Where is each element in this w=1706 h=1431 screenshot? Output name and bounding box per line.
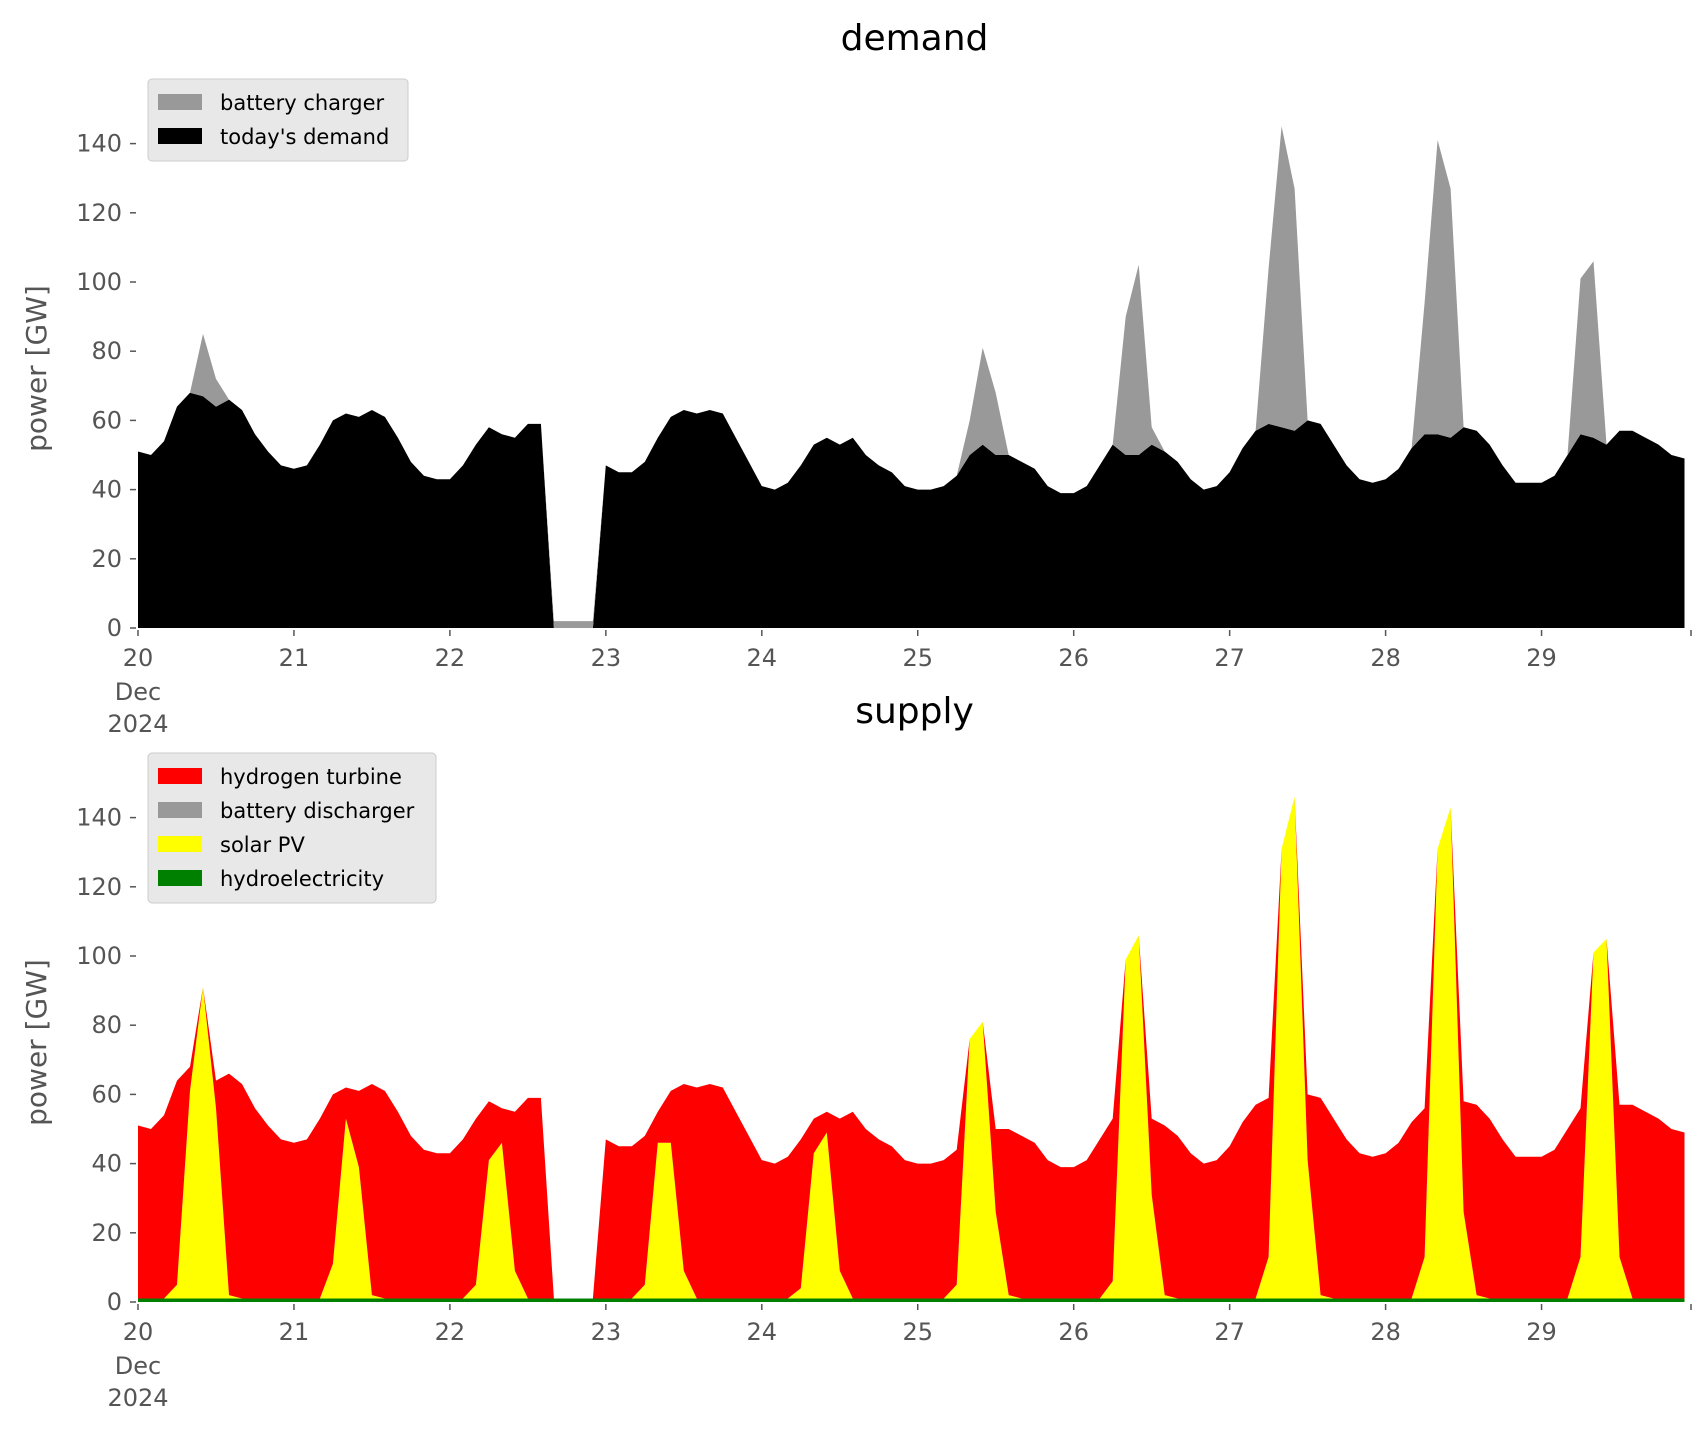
x-tick-label: 24	[747, 644, 778, 672]
x-tick-label: 29	[1526, 644, 1557, 672]
legend-label-battery-charger: battery charger	[220, 91, 385, 115]
y-tick-label: 20	[91, 545, 122, 573]
y-ticks: 0 20 40 60 80 100 120 140	[76, 130, 136, 642]
legend-swatch-battery-discharger	[158, 802, 202, 818]
x-tick-label: 26	[1058, 1318, 1089, 1346]
y-tick-label: 60	[91, 1080, 122, 1108]
x-tick-label: 27	[1214, 1318, 1245, 1346]
x-tick-label: 27	[1214, 644, 1245, 672]
x-tick-label-extra: 2024	[107, 710, 168, 738]
series-area-hydrogen-turbine	[138, 796, 1685, 1299]
y-tick-label: 20	[91, 1219, 122, 1247]
y-tick-label: 100	[76, 942, 122, 970]
series-area-hydroelectricity	[138, 1298, 1685, 1302]
y-tick-label: 0	[107, 614, 122, 642]
areas	[138, 796, 1685, 1302]
series-area-today-s-demand	[138, 392, 1685, 628]
legend-label-today-s-demand: today's demand	[220, 125, 389, 149]
x-ticks: 20 Dec 2024 21 22 23 24 25 26 27 28 29	[107, 630, 1692, 738]
x-tick-label: 22	[435, 1318, 466, 1346]
x-tick-label: 21	[279, 1318, 310, 1346]
series-area-solar-pv	[138, 796, 1685, 1299]
y-tick-label: 40	[91, 1150, 122, 1178]
legend-swatch-battery-charger	[158, 94, 202, 110]
y-tick-label: 140	[76, 804, 122, 832]
x-tick-label: 21	[279, 644, 310, 672]
y-tick-label: 60	[91, 406, 122, 434]
y-tick-label: 80	[91, 1011, 122, 1039]
x-tick-label: 25	[902, 644, 933, 672]
legend-swatch-today-s-demand	[158, 128, 202, 144]
x-tick-label: 20	[123, 1318, 154, 1346]
legend-label-hydroelectricity: hydroelectricity	[220, 867, 384, 891]
legend-frame	[147, 752, 437, 904]
legend-label-hydrogen-turbine: hydrogen turbine	[220, 765, 402, 789]
x-tick-label-extra: Dec	[115, 678, 161, 706]
legend: hydrogen turbine battery discharger solar …	[147, 752, 437, 904]
y-tick-label: 100	[76, 268, 122, 296]
chart-title: demand	[841, 18, 989, 59]
y-ticks: 0 20 40 60 80 100 120 140	[76, 804, 136, 1316]
legend-label-solar-pv: solar PV	[220, 833, 305, 857]
y-tick-label: 80	[91, 337, 122, 365]
x-tick-label: 23	[591, 1318, 622, 1346]
legend-label-battery-discharger: battery discharger	[220, 799, 415, 823]
legend: battery charger today's demand	[147, 78, 409, 162]
y-tick-label: 120	[76, 873, 122, 901]
x-tick-label: 28	[1370, 644, 1401, 672]
x-tick-label: 26	[1058, 644, 1089, 672]
y-axis-label: power [GW]	[20, 285, 53, 452]
y-tick-label: 140	[76, 130, 122, 158]
x-tick-label-extra: Dec	[115, 1352, 161, 1380]
x-tick-label: 20	[123, 644, 154, 672]
legend-swatch-solar-pv	[158, 836, 202, 852]
x-tick-label: 29	[1526, 1318, 1557, 1346]
y-tick-label: 120	[76, 199, 122, 227]
x-tick-label: 23	[591, 644, 622, 672]
x-tick-label: 22	[435, 644, 466, 672]
x-tick-label: 28	[1370, 1318, 1401, 1346]
x-tick-label: 24	[747, 1318, 778, 1346]
x-ticks: 20 Dec 2024 21 22 23 24 25 26 27 28 29	[107, 1304, 1692, 1412]
legend-swatch-hydroelectricity	[158, 870, 202, 886]
legend-swatch-hydrogen-turbine	[158, 768, 202, 784]
x-tick-label-extra: 2024	[107, 1384, 168, 1412]
x-tick-label: 25	[902, 1318, 933, 1346]
areas	[138, 126, 1685, 629]
legend-frame	[147, 78, 409, 162]
y-axis-label: power [GW]	[20, 959, 53, 1126]
series-area-battery-charger	[138, 126, 1685, 629]
y-tick-label: 40	[91, 476, 122, 504]
y-tick-label: 0	[107, 1288, 122, 1316]
chart-title: supply	[855, 691, 974, 732]
